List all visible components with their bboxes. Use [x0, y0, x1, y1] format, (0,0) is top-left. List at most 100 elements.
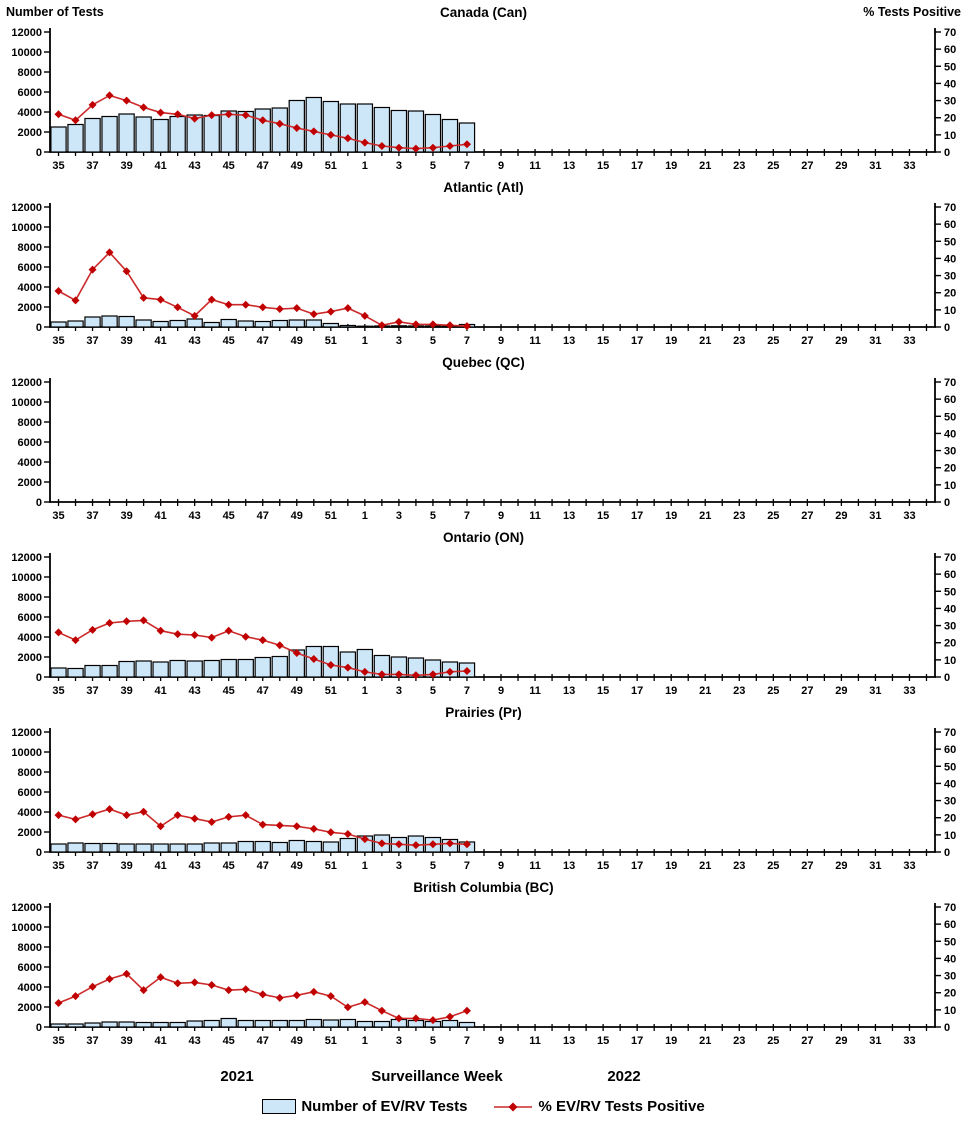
svg-text:20: 20 — [944, 988, 956, 1000]
svg-text:6000: 6000 — [18, 787, 42, 799]
svg-text:1: 1 — [362, 685, 368, 697]
svg-text:5: 5 — [430, 335, 436, 347]
y-axis-right: 0 10 20 30 40 50 60 70 — [935, 27, 956, 159]
svg-text:21: 21 — [699, 510, 711, 522]
svg-text:21: 21 — [699, 1035, 711, 1047]
svg-text:31: 31 — [869, 860, 881, 872]
svg-text:15: 15 — [597, 160, 609, 172]
svg-text:3: 3 — [396, 860, 402, 872]
svg-text:43: 43 — [189, 685, 201, 697]
svg-text:41: 41 — [155, 860, 167, 872]
svg-text:47: 47 — [257, 685, 269, 697]
svg-text:70: 70 — [944, 27, 956, 39]
svg-text:49: 49 — [291, 160, 303, 172]
x-axis-title: Surveillance Week — [371, 1068, 503, 1085]
svg-text:7: 7 — [464, 860, 470, 872]
svg-text:70: 70 — [944, 552, 956, 564]
svg-text:15: 15 — [597, 510, 609, 522]
y-axis-left: 0 2000 4000 6000 8000 10000 12000 — [11, 902, 50, 1034]
svg-text:6000: 6000 — [18, 262, 42, 274]
y-axis-right: 0 10 20 30 40 50 60 70 — [935, 202, 956, 334]
svg-text:3: 3 — [396, 335, 402, 347]
svg-text:20: 20 — [944, 113, 956, 125]
svg-text:8000: 8000 — [18, 242, 42, 254]
svg-text:35: 35 — [52, 335, 64, 347]
svg-text:21: 21 — [699, 685, 711, 697]
y-axis-right: 0 10 20 30 40 50 60 70 — [935, 552, 956, 684]
svg-text:9: 9 — [498, 160, 504, 172]
svg-text:45: 45 — [223, 685, 235, 697]
svg-text:39: 39 — [120, 510, 132, 522]
svg-text:17: 17 — [631, 335, 643, 347]
svg-text:12000: 12000 — [11, 27, 42, 39]
svg-text:1: 1 — [362, 160, 368, 172]
svg-text:13: 13 — [563, 1035, 575, 1047]
svg-text:8000: 8000 — [18, 942, 42, 954]
y-axis-left: 0 2000 4000 6000 8000 10000 12000 — [11, 552, 50, 684]
svg-text:0: 0 — [944, 672, 950, 684]
chart-svg-ontario: 0 2000 4000 6000 8000 10000 12000 0 10 20 30 40 50 60… — [11, 552, 956, 697]
svg-text:51: 51 — [325, 1035, 337, 1047]
y-axis-right: 0 10 20 30 40 50 60 70 — [935, 902, 956, 1034]
svg-text:37: 37 — [86, 335, 98, 347]
footer: 2021 Surveillance Week 2022 Number of EV… — [0, 1050, 967, 1140]
y-axis-right: 0 10 20 30 40 50 60 70 — [935, 377, 956, 509]
svg-text:10000: 10000 — [11, 397, 42, 409]
svg-text:2000: 2000 — [18, 827, 42, 839]
svg-text:0: 0 — [944, 147, 950, 159]
svg-text:12000: 12000 — [11, 727, 42, 739]
svg-text:7: 7 — [464, 160, 470, 172]
svg-text:23: 23 — [733, 335, 745, 347]
svg-text:11: 11 — [529, 860, 541, 872]
svg-text:1: 1 — [362, 510, 368, 522]
svg-text:10: 10 — [944, 830, 956, 842]
svg-text:10: 10 — [944, 305, 956, 317]
right-axis-title: % Tests Positive — [863, 5, 961, 19]
svg-text:4000: 4000 — [18, 107, 42, 119]
svg-text:29: 29 — [835, 1035, 847, 1047]
svg-text:33: 33 — [903, 860, 915, 872]
svg-text:10000: 10000 — [11, 922, 42, 934]
svg-text:11: 11 — [529, 685, 541, 697]
svg-text:60: 60 — [944, 44, 956, 56]
svg-text:15: 15 — [597, 685, 609, 697]
svg-text:40: 40 — [944, 778, 956, 790]
svg-text:31: 31 — [869, 510, 881, 522]
x-axis: 35 37 39 41 43 45 47 49 51 1 3 5 7 9 11 13 15 17 19 21 23 25 2… — [52, 674, 928, 697]
svg-text:45: 45 — [223, 1035, 235, 1047]
svg-text:3: 3 — [396, 510, 402, 522]
bars-series — [50, 645, 476, 678]
svg-text:15: 15 — [597, 860, 609, 872]
chart-panel-atlantic: Atlantic (Atl) 0 2000 4000 6000 8000 10000 120… — [0, 175, 967, 350]
svg-text:33: 33 — [903, 335, 915, 347]
legend-bar-label: Number of EV/RV Tests — [301, 1098, 468, 1115]
svg-text:45: 45 — [223, 160, 235, 172]
svg-text:19: 19 — [665, 335, 677, 347]
svg-text:25: 25 — [767, 335, 779, 347]
svg-text:10000: 10000 — [11, 747, 42, 759]
svg-text:17: 17 — [631, 160, 643, 172]
x-axis: 35 37 39 41 43 45 47 49 51 1 3 5 7 9 11 13 15 17 19 21 23 25 2… — [52, 849, 928, 872]
svg-text:7: 7 — [464, 1035, 470, 1047]
svg-text:35: 35 — [52, 860, 64, 872]
svg-text:7: 7 — [464, 685, 470, 697]
svg-text:41: 41 — [155, 1035, 167, 1047]
svg-text:70: 70 — [944, 727, 956, 739]
svg-text:30: 30 — [944, 446, 956, 458]
svg-text:27: 27 — [801, 685, 813, 697]
chart-panel-prairies: Prairies (Pr) 0 2000 4000 6000 8000 10000 1200… — [0, 700, 967, 875]
svg-text:27: 27 — [801, 160, 813, 172]
svg-text:31: 31 — [869, 160, 881, 172]
svg-text:10000: 10000 — [11, 572, 42, 584]
svg-text:17: 17 — [631, 510, 643, 522]
svg-text:51: 51 — [325, 860, 337, 872]
svg-text:49: 49 — [291, 1035, 303, 1047]
svg-text:60: 60 — [944, 394, 956, 406]
y-axis-left: 0 2000 4000 6000 8000 10000 12000 — [11, 27, 50, 159]
svg-text:12000: 12000 — [11, 902, 42, 914]
svg-text:13: 13 — [563, 685, 575, 697]
svg-text:2000: 2000 — [18, 127, 42, 139]
svg-text:27: 27 — [801, 335, 813, 347]
svg-text:33: 33 — [903, 1035, 915, 1047]
svg-text:50: 50 — [944, 411, 956, 423]
